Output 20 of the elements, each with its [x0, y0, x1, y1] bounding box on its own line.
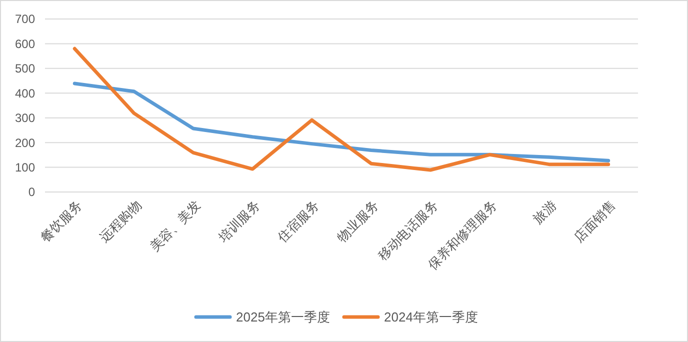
y-tick-label: 100: [14, 160, 36, 174]
line-series: [72, 46, 610, 172]
y-tick-label: 200: [14, 136, 36, 150]
y-tick-label: 500: [14, 62, 36, 76]
x-tick-label: 远程购物: [96, 198, 144, 245]
x-tick-label: 美容、美发: [146, 198, 204, 254]
x-tick-label: 物业服务: [334, 198, 382, 245]
x-tick-label: 店面销售: [571, 198, 618, 245]
legend-label: 2025年第一季度: [236, 310, 330, 325]
y-tick-label: 600: [14, 36, 36, 51]
x-tick-label: 旅游: [530, 198, 560, 227]
x-tick-label: 餐饮服务: [37, 198, 85, 245]
x-tick-label: 培训服务: [214, 198, 263, 246]
legend-label: 2024年第一季度: [384, 310, 478, 325]
y-tick-label: 400: [14, 86, 36, 100]
y-tick-label: 0: [28, 185, 36, 200]
y-tick-label: 700: [14, 12, 36, 26]
y-tick-label: 300: [14, 111, 36, 126]
x-tick-label: 住宿服务: [274, 198, 322, 246]
line-series: [72, 82, 610, 162]
